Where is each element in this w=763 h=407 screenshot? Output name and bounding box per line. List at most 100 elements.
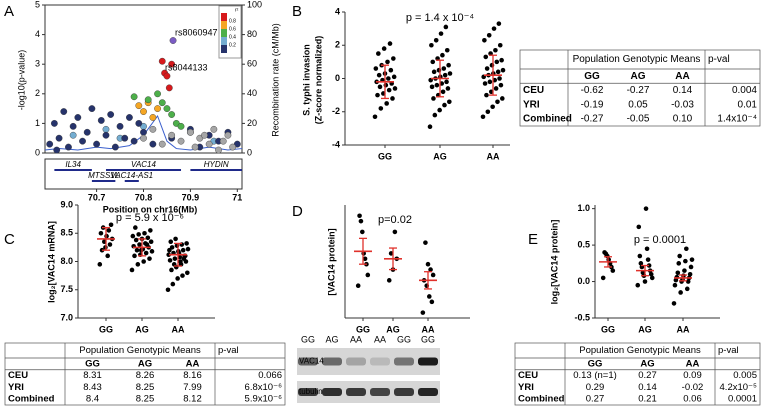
data-point bbox=[441, 66, 447, 71]
data-point bbox=[482, 37, 487, 43]
table-cell: 0.14 bbox=[638, 382, 657, 393]
snp-point bbox=[107, 111, 115, 118]
data-point bbox=[390, 96, 395, 101]
data-point bbox=[386, 278, 392, 283]
snp-point bbox=[88, 105, 96, 113]
row-header: CEU bbox=[523, 85, 544, 96]
gene-label: IL34 bbox=[65, 160, 81, 169]
table-cell: 8.25 bbox=[136, 382, 155, 393]
data-point bbox=[135, 262, 141, 267]
snp-point bbox=[140, 128, 147, 136]
data-point bbox=[635, 282, 641, 288]
row-header: Combined bbox=[8, 394, 55, 405]
data-point bbox=[108, 222, 114, 228]
snp-annotation: rs8044133 bbox=[165, 62, 208, 72]
x-tick-label: AA bbox=[487, 151, 500, 161]
y-tick-label: 1.0 bbox=[577, 203, 590, 213]
data-point bbox=[649, 275, 655, 281]
data-point bbox=[381, 46, 387, 51]
y-tick-label: 0 bbox=[335, 73, 340, 83]
data-point bbox=[431, 96, 436, 101]
data-point bbox=[428, 267, 433, 272]
snp-point bbox=[158, 99, 166, 107]
y-axis-label: log₂[VAC14 mRNA] bbox=[46, 221, 56, 303]
y-tick-label: 5 bbox=[35, 0, 40, 9]
column-header: AG bbox=[138, 358, 152, 369]
lane-label: AA bbox=[374, 334, 386, 344]
data-point bbox=[138, 247, 144, 253]
data-point bbox=[180, 247, 186, 253]
snp-point bbox=[69, 131, 77, 139]
y-tick-label: 7.0 bbox=[60, 312, 73, 322]
band bbox=[346, 357, 366, 366]
table-cell: 5.9x10⁻⁶ bbox=[245, 394, 283, 405]
data-point bbox=[172, 256, 178, 261]
blot-row-label: tubulin bbox=[299, 387, 323, 396]
table-cell: -0.27 bbox=[627, 85, 650, 96]
data-point bbox=[355, 283, 361, 289]
snp-point bbox=[69, 122, 77, 130]
y-tick-label: 7.5 bbox=[60, 284, 73, 294]
data-point bbox=[169, 267, 174, 273]
x-tick-label: 70.9 bbox=[182, 192, 200, 202]
x-tick-label: AA bbox=[172, 324, 185, 334]
legend-swatch bbox=[221, 13, 227, 21]
y2-tick-label: 80 bbox=[247, 29, 257, 39]
data-point bbox=[675, 270, 681, 276]
data-point bbox=[170, 281, 176, 287]
snp-point bbox=[135, 120, 143, 127]
table-cell: 6.8x10⁻⁶ bbox=[245, 382, 283, 393]
table-border bbox=[514, 342, 761, 406]
data-point bbox=[482, 81, 488, 86]
data-point bbox=[687, 271, 693, 277]
legend-break: 0.6 bbox=[229, 26, 236, 32]
table-cell: 0.27 bbox=[586, 394, 605, 405]
table-header: p-val bbox=[718, 345, 739, 356]
x-tick-label: AA bbox=[422, 324, 435, 334]
legend-swatch bbox=[221, 37, 227, 45]
lane-label: GG bbox=[301, 334, 315, 344]
snp-point bbox=[130, 93, 138, 101]
band bbox=[394, 357, 414, 366]
table-cell: -0.05 bbox=[627, 114, 650, 125]
snp-point bbox=[215, 146, 222, 154]
data-point bbox=[643, 206, 649, 211]
snp-point bbox=[121, 134, 129, 142]
data-point bbox=[429, 84, 435, 90]
band bbox=[418, 357, 438, 366]
table-cell: 7.99 bbox=[183, 382, 202, 393]
data-point bbox=[638, 261, 644, 266]
data-point bbox=[383, 82, 389, 88]
table-cell: 0.066 bbox=[258, 370, 282, 381]
legend-break: 0.2 bbox=[229, 42, 236, 48]
data-point bbox=[388, 67, 394, 73]
data-point bbox=[499, 57, 504, 63]
data-point bbox=[378, 106, 384, 111]
y-tick-label: 0.5 bbox=[577, 239, 590, 249]
data-point bbox=[678, 290, 683, 295]
data-point bbox=[486, 32, 492, 38]
data-point bbox=[444, 79, 449, 85]
data-point bbox=[391, 74, 397, 80]
snp-point bbox=[93, 140, 100, 148]
table-cell: 0.004 bbox=[732, 85, 757, 96]
table-cell: 8.43 bbox=[83, 382, 102, 393]
snp-point bbox=[158, 140, 166, 148]
data-point bbox=[430, 59, 436, 65]
legend-swatch bbox=[221, 45, 227, 53]
data-point bbox=[386, 76, 391, 81]
y-tick-label: 4 bbox=[335, 6, 340, 16]
band bbox=[370, 388, 390, 396]
table-cell: -0.02 bbox=[682, 382, 704, 393]
genotype-table: Population Genotypic Means p-val GG AG AA CEU… bbox=[519, 49, 761, 127]
snp-point bbox=[126, 114, 133, 121]
column-header: AA bbox=[186, 358, 200, 369]
table-cell: 0.14 bbox=[673, 85, 693, 96]
data-point bbox=[136, 232, 141, 237]
snp-point bbox=[79, 137, 86, 145]
snp-point bbox=[158, 57, 166, 65]
data-point bbox=[644, 246, 650, 252]
blot-background bbox=[297, 348, 440, 375]
data-point bbox=[107, 242, 113, 247]
legend-swatch bbox=[221, 21, 227, 29]
